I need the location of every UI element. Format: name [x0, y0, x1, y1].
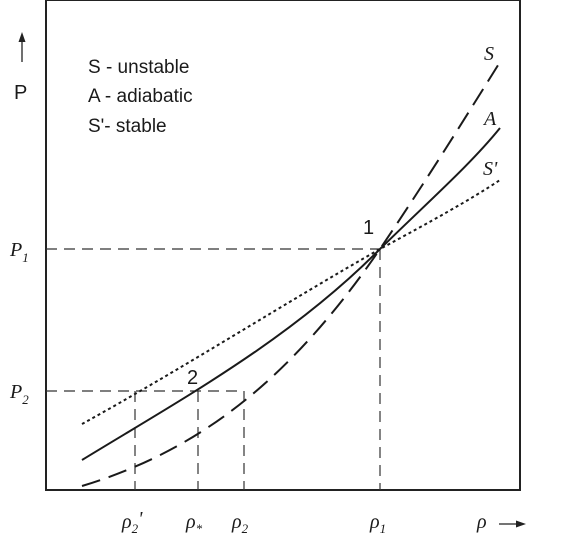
curve-label-Sprime: S': [483, 158, 498, 180]
y-axis-label: P: [14, 82, 27, 104]
x-tick-rho2: ρ2: [231, 511, 249, 536]
curve-label-S: S: [484, 43, 494, 65]
x-axis-arrowhead: [516, 520, 526, 528]
x-tick-rho-star: ρ*: [185, 511, 203, 536]
x-axis-label: ρ: [476, 511, 487, 533]
y-tick-p2: P2: [9, 381, 29, 407]
curve-S-unstable: [81, 61, 501, 487]
curve-label-A: A: [482, 108, 497, 130]
curve-Sprime-stable: [81, 179, 501, 425]
x-tick-rho1: ρ1: [369, 511, 386, 536]
point-label-2: 2: [187, 367, 198, 389]
y-axis-arrowhead: [18, 32, 26, 42]
point-label-1: 1: [363, 217, 374, 239]
curve-A-adiabatic: [81, 127, 501, 461]
plot-frame: [45, 0, 521, 491]
legend-entry-stable: S'- stable: [88, 116, 167, 137]
legend-entry-unstable: S - unstable: [88, 57, 189, 78]
legend-entry-adiabatic: A - adiabatic: [88, 86, 193, 107]
x-tick-rho2-prime: ρ2': [121, 508, 143, 536]
y-tick-p1: P1: [9, 239, 29, 265]
